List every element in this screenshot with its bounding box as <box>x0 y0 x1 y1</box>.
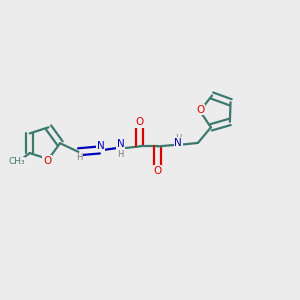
Text: H: H <box>76 153 83 162</box>
Text: O: O <box>136 117 144 127</box>
Text: H: H <box>117 150 124 159</box>
Text: O: O <box>196 105 205 115</box>
Text: H: H <box>175 134 182 143</box>
Text: N: N <box>97 141 104 151</box>
Text: N: N <box>117 140 124 149</box>
Text: CH₃: CH₃ <box>8 157 25 166</box>
Text: O: O <box>153 166 162 176</box>
Text: O: O <box>43 155 51 166</box>
Text: N: N <box>174 138 182 148</box>
